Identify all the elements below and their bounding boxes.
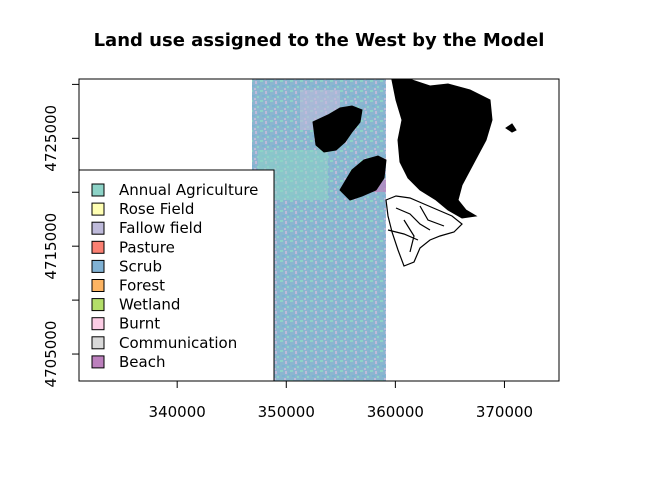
legend-label: Rose Field (119, 200, 194, 218)
x-tick-label: 360000 (367, 403, 424, 421)
y-axis: 4705000 4715000 4725000 (42, 83, 79, 388)
legend-label: Pasture (119, 238, 175, 256)
legend-swatch (91, 298, 105, 312)
legend-swatch (91, 259, 105, 273)
x-axis: 340000 350000 360000 370000 (149, 381, 533, 421)
legend-swatch (91, 202, 105, 216)
legend-swatch (91, 221, 105, 235)
parcel-outlines (385, 195, 463, 267)
x-tick-label: 350000 (258, 403, 315, 421)
legend-label: Fallow field (119, 219, 202, 237)
x-tick-label: 370000 (476, 403, 533, 421)
chart-title: Land use assigned to the West by the Mod… (94, 30, 545, 51)
x-tick-label: 340000 (149, 403, 206, 421)
y-tick-label: 4715000 (42, 213, 60, 280)
legend-label: Burnt (119, 315, 160, 333)
parcel-polygons (312, 79, 517, 219)
y-tick-label: 4725000 (42, 105, 60, 172)
legend-label: Communication (119, 334, 237, 352)
legend-swatch (91, 183, 105, 197)
y-tick-label: 4705000 (42, 321, 60, 388)
legend-swatch (91, 279, 105, 292)
legend-label: Forest (119, 277, 165, 295)
legend-swatch (91, 336, 105, 350)
legend-swatch (91, 355, 105, 369)
legend-swatch (91, 240, 105, 254)
legend-label: Scrub (119, 257, 162, 275)
legend-label: Beach (119, 353, 165, 371)
legend-label: Wetland (119, 296, 180, 314)
legend-box (78, 169, 275, 382)
legend-label: Annual Agriculture (119, 181, 258, 199)
legend-swatch (91, 317, 105, 331)
